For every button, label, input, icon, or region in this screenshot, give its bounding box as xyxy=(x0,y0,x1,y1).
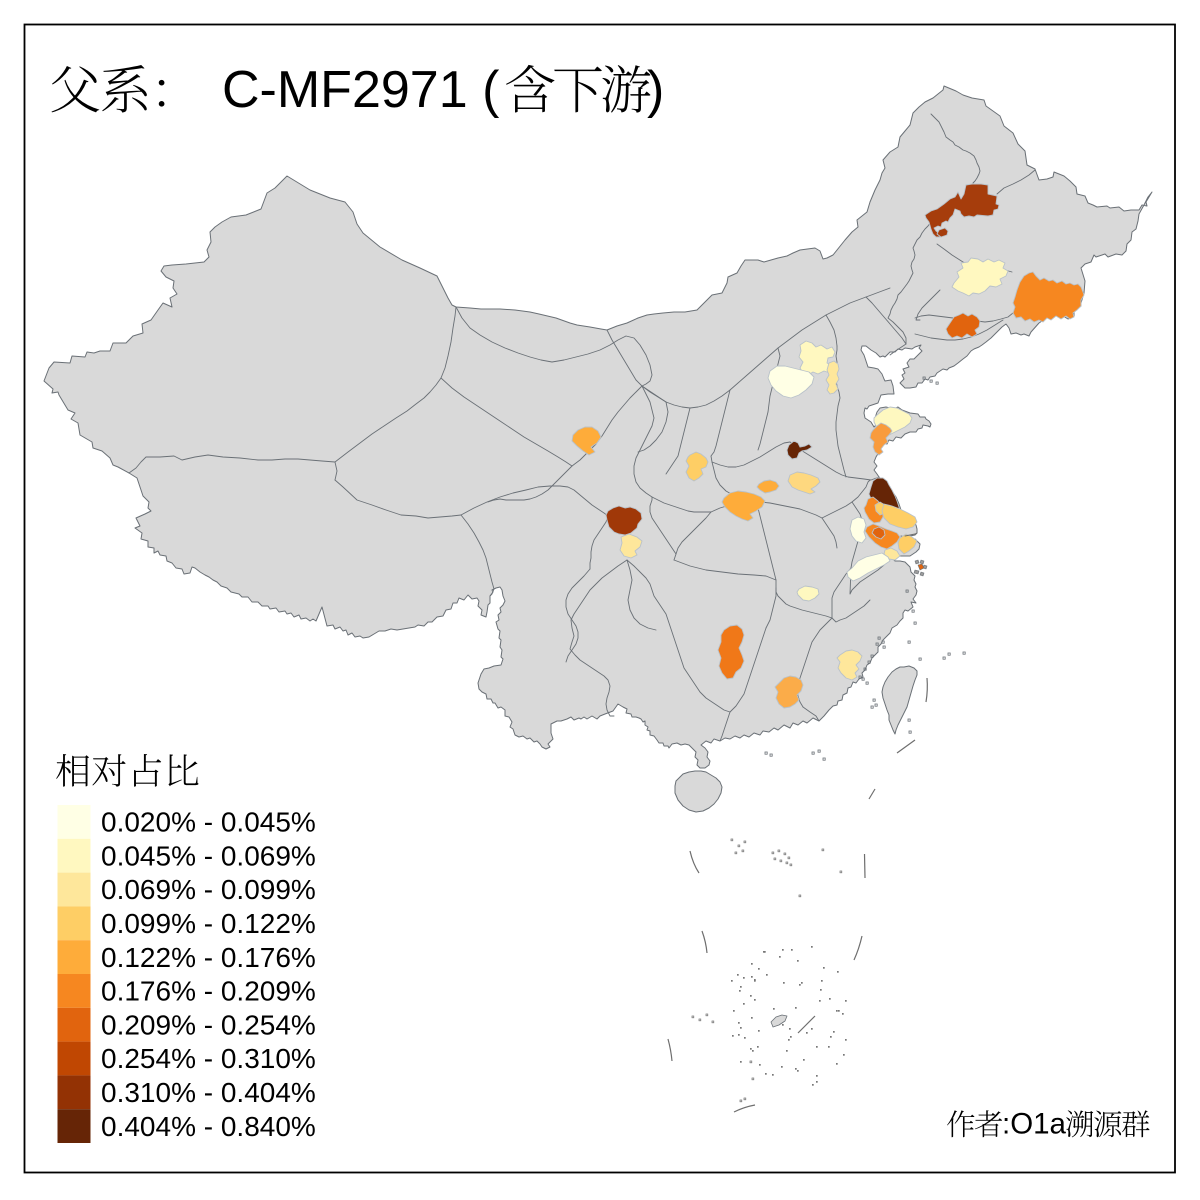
svg-text:): ) xyxy=(647,61,664,119)
svg-text:C-MF2971 (: C-MF2971 ( xyxy=(222,61,500,119)
svg-text::O1a: :O1a xyxy=(1002,1108,1067,1141)
svg-text:0.404% - 0.840%: 0.404% - 0.840% xyxy=(101,1111,316,1142)
svg-text:0.122% - 0.176%: 0.122% - 0.176% xyxy=(101,942,316,973)
svg-text:0.209% - 0.254%: 0.209% - 0.254% xyxy=(101,1009,316,1040)
svg-text:0.254% - 0.310%: 0.254% - 0.310% xyxy=(101,1043,316,1074)
svg-text:0.020% - 0.045%: 0.020% - 0.045% xyxy=(101,807,316,838)
svg-text:0.176% - 0.209%: 0.176% - 0.209% xyxy=(101,976,316,1007)
svg-text:0.099% - 0.122%: 0.099% - 0.122% xyxy=(101,908,316,939)
svg-text:0.045% - 0.069%: 0.045% - 0.069% xyxy=(101,840,316,871)
svg-text:0.069% - 0.099%: 0.069% - 0.099% xyxy=(101,874,316,905)
svg-text:0.310% - 0.404%: 0.310% - 0.404% xyxy=(101,1077,316,1108)
